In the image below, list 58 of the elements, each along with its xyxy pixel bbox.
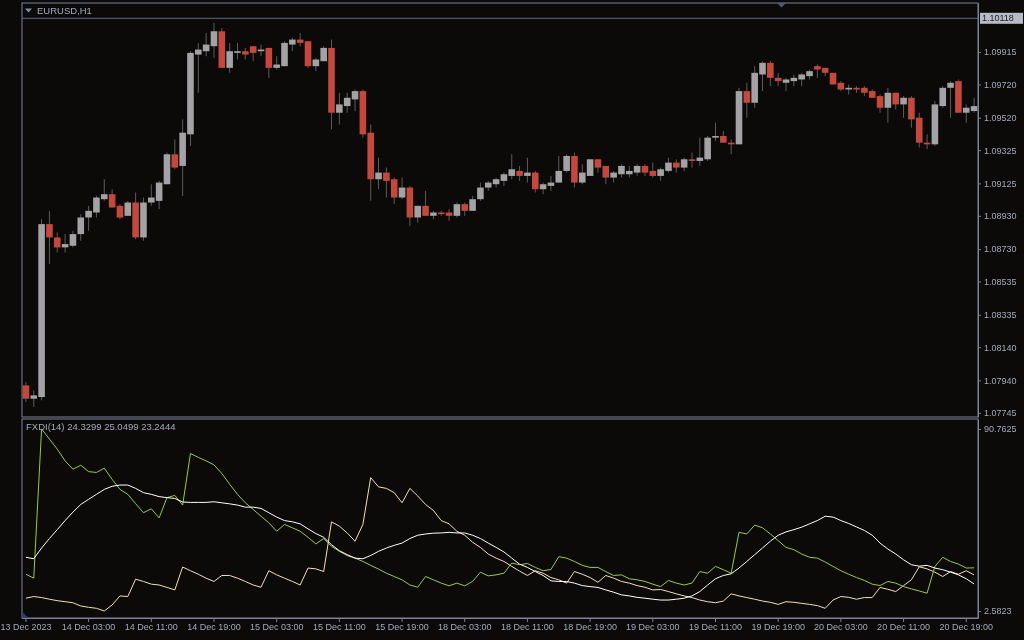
candlestick — [46, 210, 53, 265]
x-tick-label: 19 Dec 19:00 — [751, 622, 805, 633]
candlestick — [563, 153, 570, 174]
y-tick-label: 1.09125 — [984, 178, 1017, 189]
chart-title: FXDI(14) 24.3299 25.0499 23.2444 — [26, 421, 176, 433]
x-tick-label: 14 Dec 19:00 — [187, 622, 241, 633]
candlestick — [210, 22, 218, 59]
x-tick-label: 14 Dec 03:00 — [61, 622, 116, 633]
candlestick — [477, 182, 484, 202]
candlestick — [398, 177, 406, 200]
y-tick-label: 1.08335 — [984, 310, 1017, 321]
candlestick — [531, 170, 539, 194]
candlestick — [900, 95, 907, 119]
x-tick-label: 14 Dec 11:00 — [124, 622, 178, 633]
y-tick-label: 1.08730 — [984, 244, 1017, 255]
y-tick-label: 2.5823 — [984, 606, 1012, 617]
x-tick-label: 15 Dec 03:00 — [249, 622, 304, 633]
candlestick — [947, 80, 954, 119]
candlestick — [712, 122, 719, 142]
candlestick — [53, 231, 61, 253]
candlestick — [743, 82, 751, 119]
candlestick — [171, 138, 179, 170]
x-tick-label: 20 Dec 03:00 — [814, 622, 868, 633]
x-tick-label: 20 Dec 11:00 — [877, 622, 930, 633]
y-tick-label: 1.08930 — [984, 211, 1017, 222]
candlestick — [108, 188, 116, 209]
chart-title: EURUSD,H1 — [37, 5, 92, 17]
y-tick-label: 1.09720 — [984, 79, 1017, 90]
x-tick-label: 15 Dec 19:00 — [375, 622, 429, 633]
candlestick — [688, 152, 696, 169]
candlestick — [422, 190, 429, 217]
x-tick-label: 18 Dec 19:00 — [563, 622, 617, 633]
y-tick-label: 1.09325 — [984, 145, 1017, 156]
x-tick-label: 18 Dec 11:00 — [500, 622, 554, 633]
candlestick — [77, 213, 85, 242]
x-tick-label: 15 Dec 11:00 — [312, 622, 366, 633]
y-tick-label: 1.08140 — [984, 342, 1017, 353]
candlestick — [539, 182, 547, 195]
x-tick-label: 19 Dec 11:00 — [689, 622, 742, 633]
y-tick-label: 1.09520 — [984, 113, 1017, 124]
x-tick-label: 19 Dec 03:00 — [626, 622, 680, 633]
candlestick — [884, 87, 892, 124]
candlestick — [767, 60, 774, 87]
ref-line-label: 1.10118 — [982, 13, 1014, 24]
candlestick — [375, 157, 382, 190]
x-tick-label: 13 Dec 2023 — [0, 622, 52, 633]
y-tick-label: 1.09915 — [984, 47, 1017, 58]
candlestick — [524, 157, 531, 184]
candlestick — [265, 47, 273, 79]
y-tick-label: 1.08535 — [984, 276, 1017, 287]
x-tick-label: 18 Dec 03:00 — [437, 622, 492, 633]
candlestick — [22, 381, 30, 403]
x-tick-label: 20 Dec 19:00 — [939, 622, 994, 633]
y-tick-label: 1.07940 — [984, 375, 1017, 386]
candlestick — [782, 77, 790, 92]
candlestick — [555, 155, 563, 184]
y-tick-label: 90.7625 — [984, 424, 1017, 435]
y-tick-label: 1.07745 — [984, 408, 1017, 419]
